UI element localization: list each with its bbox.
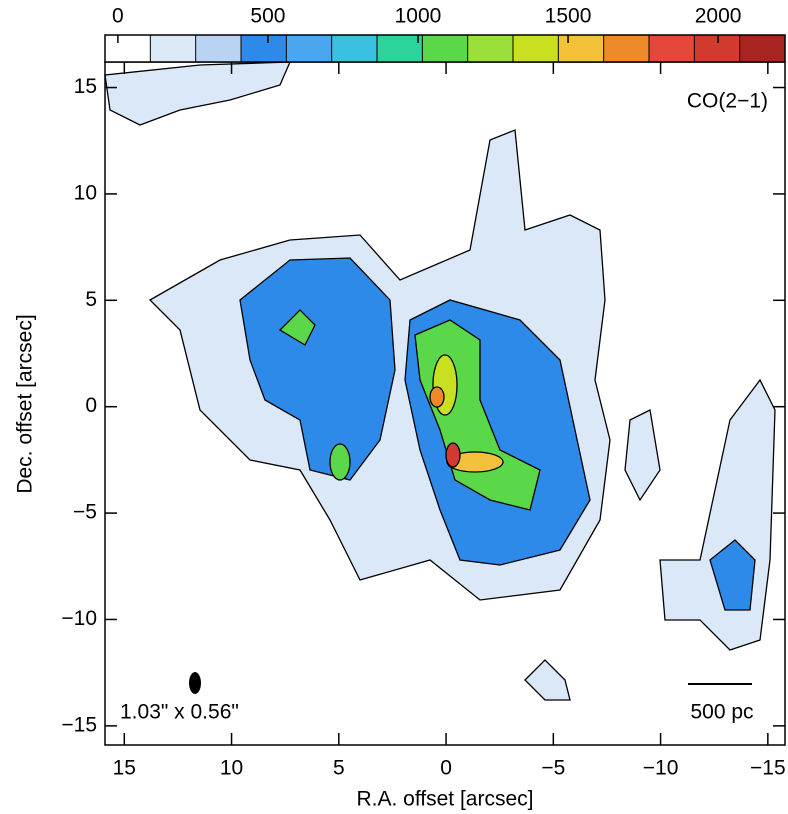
contour [525, 660, 570, 700]
contour [625, 410, 660, 500]
contour [660, 380, 775, 650]
colorbar-segment [150, 35, 196, 62]
colorbar-segment [105, 35, 151, 62]
colorbar-tick-label: 0 [112, 5, 124, 28]
colorbar-tick-label: 2000 [695, 5, 742, 28]
colorbar-segment [740, 35, 786, 62]
x-tick-label: −5 [541, 757, 565, 780]
y-tick-label: −10 [61, 607, 97, 630]
contour [430, 387, 444, 407]
x-tick-label: 0 [440, 757, 452, 780]
contour [105, 62, 290, 125]
y-tick-label: −15 [61, 713, 97, 736]
colorbar-segment [649, 35, 695, 62]
y-tick-label: 5 [85, 288, 97, 311]
x-axis-label: R.A. offset [arcsec] [356, 788, 533, 811]
colorbar-tick-label: 1000 [395, 5, 442, 28]
colorbar-segment [558, 35, 604, 62]
beam-label: 1.03" x 0.56" [120, 701, 239, 724]
colorbar-segment [468, 35, 514, 62]
contour [330, 444, 350, 480]
colorbar-segment [694, 35, 740, 62]
colorbar-segment [377, 35, 423, 62]
x-tick-label: 15 [113, 757, 136, 780]
y-tick-label: 15 [74, 75, 97, 98]
emission-map [105, 62, 775, 700]
colorbar-segment [286, 35, 332, 62]
x-tick-label: 10 [220, 757, 243, 780]
y-tick-label: 0 [85, 394, 97, 417]
y-tick-label: 10 [74, 181, 97, 204]
y-axis-label: Dec. offset [arcsec] [14, 314, 37, 493]
colorbar-segment [241, 35, 287, 62]
colorbar-segment [513, 35, 559, 62]
colorbar-segment [196, 35, 242, 62]
contour [446, 443, 460, 467]
x-tick-label: −10 [643, 757, 679, 780]
chart: CO(2−1) 1.03" x 0.56" 500 pc R.A. offset… [0, 0, 788, 814]
colorbar-segment [422, 35, 468, 62]
line-label: CO(2−1) [687, 90, 768, 113]
colorbar-segment [604, 35, 650, 62]
colorbar-segment [332, 35, 378, 62]
colorbar-tick-label: 1500 [545, 5, 592, 28]
x-tick-label: 5 [333, 757, 345, 780]
beam [189, 672, 201, 694]
y-tick-label: −5 [73, 501, 97, 524]
colorbar-tick-label: 500 [250, 5, 285, 28]
x-tick-label: −15 [750, 757, 786, 780]
scale-label: 500 pc [690, 701, 753, 724]
